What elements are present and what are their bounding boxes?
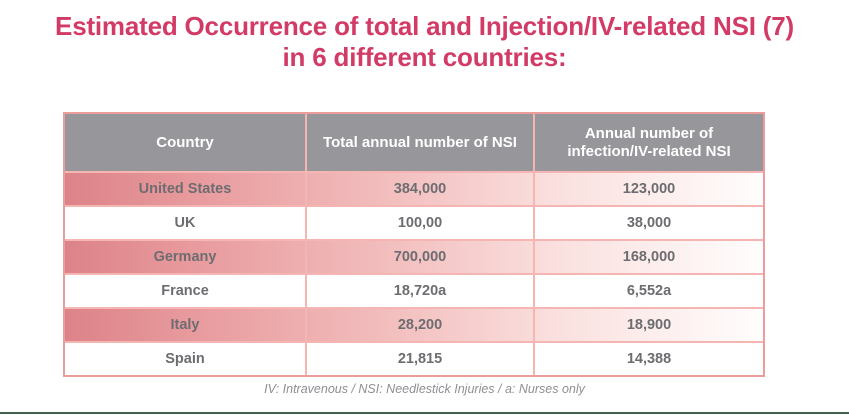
table-row: France 18,720a 6,552a (65, 273, 763, 307)
iv-nsi-cell: 168,000 (533, 241, 763, 273)
country-cell: Spain (165, 351, 205, 367)
page-title-line-1: Estimated Occurrence of total and Inject… (55, 11, 794, 41)
header-country: Country (156, 133, 214, 151)
page-title: Estimated Occurrence of total and Inject… (0, 11, 849, 73)
total-nsi-cell: 384,000 (305, 173, 533, 205)
header-total-nsi: Total annual number of NSI (305, 114, 533, 171)
iv-nsi-cell: 14,388 (533, 343, 763, 375)
iv-nsi-cell: 123,000 (533, 173, 763, 205)
table-header-row: Country Total annual number of NSI Annua… (65, 114, 763, 171)
total-nsi-cell: 18,720a (305, 275, 533, 307)
header-iv-nsi: Annual number of infection/IV-related NS… (533, 114, 763, 171)
total-nsi-cell: 28,200 (305, 309, 533, 341)
country-cell: United States (138, 181, 232, 197)
bottom-divider (0, 412, 849, 414)
table-row: UK 100,00 38,000 (65, 205, 763, 239)
table-row: Italy 28,200 18,900 (65, 307, 763, 341)
iv-nsi-cell: 18,900 (533, 309, 763, 341)
total-nsi-cell: 700,000 (305, 241, 533, 273)
country-cell: France (161, 283, 209, 299)
table-row: United States 384,000 123,000 (65, 171, 763, 205)
total-nsi-cell: 100,00 (305, 207, 533, 239)
nsi-data-table: Country Total annual number of NSI Annua… (63, 112, 765, 377)
total-nsi-cell: 21,815 (305, 343, 533, 375)
country-cell: Italy (170, 317, 200, 333)
table-row: Spain 21,815 14,388 (65, 341, 763, 375)
iv-nsi-cell: 6,552a (533, 275, 763, 307)
table-row: Germany 700,000 168,000 (65, 239, 763, 273)
page-title-line-2: in 6 different countries: (282, 42, 567, 72)
country-cell: UK (174, 215, 196, 231)
country-cell: Germany (153, 249, 217, 265)
iv-nsi-cell: 38,000 (533, 207, 763, 239)
footnote: IV: Intravenous / NSI: Needlestick Injur… (264, 382, 585, 396)
